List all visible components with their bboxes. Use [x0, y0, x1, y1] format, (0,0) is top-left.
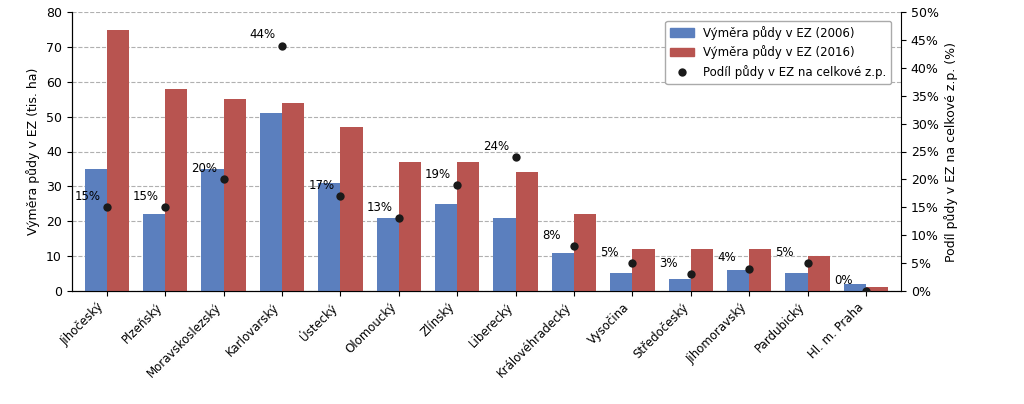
Text: 17%: 17% [308, 179, 335, 192]
Bar [202, 169, 223, 291]
Bar [165, 89, 187, 291]
Bar [808, 256, 829, 291]
Text: 19%: 19% [425, 168, 452, 181]
Podíl půdy v EZ na celkové z.p. [568, 244, 581, 249]
Text: 5%: 5% [775, 246, 794, 259]
Bar [143, 214, 165, 291]
Text: 3%: 3% [658, 257, 677, 270]
Podíl půdy v EZ na celkové z.p. [860, 288, 872, 293]
Text: 20%: 20% [191, 162, 217, 175]
Text: 15%: 15% [75, 190, 100, 203]
Bar [377, 218, 398, 291]
Podíl půdy v EZ na celkové z.p. [510, 155, 522, 160]
Bar [866, 287, 888, 291]
Text: 15%: 15% [133, 190, 159, 203]
Podíl půdy v EZ na celkové z.p. [100, 205, 113, 210]
Podíl půdy v EZ na celkové z.p. [159, 205, 171, 210]
Bar [494, 218, 516, 291]
Text: 44%: 44% [250, 28, 275, 41]
Bar [457, 162, 479, 291]
Bar [106, 29, 129, 291]
Bar [282, 103, 304, 291]
Bar [844, 284, 866, 291]
Text: 13%: 13% [367, 201, 392, 214]
Bar [516, 173, 538, 291]
Y-axis label: Výměra půdy v EZ (tis. ha): Výměra půdy v EZ (tis. ha) [27, 68, 40, 235]
Podíl půdy v EZ na celkové z.p. [217, 177, 229, 182]
Bar [552, 252, 574, 291]
Podíl půdy v EZ na celkové z.p. [685, 272, 697, 277]
Bar [750, 249, 771, 291]
Bar [633, 249, 654, 291]
Bar [785, 274, 808, 291]
Text: 24%: 24% [483, 140, 510, 153]
Podíl půdy v EZ na celkové z.p. [802, 261, 814, 265]
Text: 0%: 0% [834, 274, 852, 286]
Line: Podíl půdy v EZ na celkové z.p.: Podíl půdy v EZ na celkové z.p. [102, 41, 870, 295]
Podíl půdy v EZ na celkové z.p. [334, 194, 346, 198]
Bar [85, 169, 106, 291]
Podíl půdy v EZ na celkové z.p. [451, 183, 463, 187]
Podíl půdy v EZ na celkové z.p. [275, 43, 288, 48]
Podíl půdy v EZ na celkové z.p. [743, 266, 756, 271]
Bar [318, 183, 340, 291]
Podíl půdy v EZ na celkové z.p. [627, 261, 639, 265]
Bar [223, 99, 246, 291]
Text: 4%: 4% [717, 251, 736, 264]
Bar [260, 113, 282, 291]
Bar [691, 249, 713, 291]
Text: 5%: 5% [600, 246, 618, 259]
Bar [727, 270, 750, 291]
Podíl půdy v EZ na celkové z.p. [392, 216, 404, 221]
Bar [574, 214, 596, 291]
Bar [340, 127, 362, 291]
Bar [398, 162, 421, 291]
Bar [669, 279, 691, 291]
Bar [610, 274, 633, 291]
Text: 8%: 8% [542, 229, 560, 242]
Y-axis label: Podíl půdy v EZ na celkové z.p. (%): Podíl půdy v EZ na celkové z.p. (%) [944, 42, 958, 261]
Bar [435, 204, 457, 291]
Legend: Výměra půdy v EZ (2006), Výměra půdy v EZ (2016), Podíl půdy v EZ na celkové z.p: Výměra půdy v EZ (2006), Výměra půdy v E… [666, 21, 891, 84]
